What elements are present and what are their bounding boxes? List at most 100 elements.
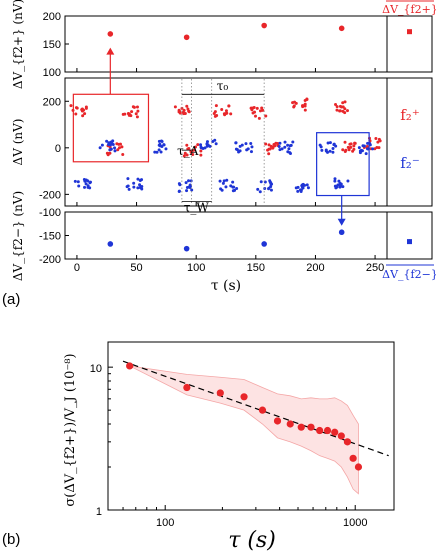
sigma-point xyxy=(258,406,267,414)
f2-minus-point xyxy=(77,184,81,188)
panel-b-xlabel: τ (s) xyxy=(228,528,276,553)
f2-plus-point xyxy=(129,114,133,118)
sigma-point xyxy=(216,389,224,397)
f2-minus-point xyxy=(258,190,262,194)
f2-plus-point xyxy=(135,115,139,119)
f2-plus-point xyxy=(257,116,261,120)
sigma-point xyxy=(297,423,305,431)
f2-minus-point xyxy=(113,146,117,150)
f2-minus-point xyxy=(113,149,117,153)
f2-plus-point xyxy=(187,110,191,114)
y-tick-label: 200 xyxy=(43,96,61,108)
y-tick-label: -200 xyxy=(39,254,61,266)
y-tick-label: 150 xyxy=(43,39,61,51)
f2-minus-point xyxy=(126,177,130,181)
f2-minus-point xyxy=(177,189,181,193)
f2-minus-point xyxy=(306,186,310,190)
f2-minus-point xyxy=(199,143,203,147)
f2-plus-point xyxy=(353,141,357,145)
f2-minus-point xyxy=(333,184,337,188)
y-tick-label: 1 xyxy=(96,506,102,518)
f2-plus-point xyxy=(177,110,181,114)
f2-minus-point xyxy=(328,149,332,153)
f2-minus-point xyxy=(86,185,90,189)
f2-minus-point xyxy=(162,143,166,147)
f2-minus-point xyxy=(76,180,80,184)
f2-plus-point xyxy=(121,153,125,157)
mid-ylabel: ΔV (nV) xyxy=(11,119,25,166)
f2-plus-point xyxy=(191,153,195,157)
f2-minus-point xyxy=(190,188,194,192)
f2-minus-point xyxy=(231,180,235,184)
avg-plus-label: ΔV_{f2+} xyxy=(382,3,436,16)
f2-minus-point xyxy=(336,183,340,187)
f2-plus-point xyxy=(375,145,379,149)
x-tick-label: 0 xyxy=(74,262,80,274)
sigma-point xyxy=(354,463,363,471)
f2-minus-point xyxy=(286,150,290,154)
f2-minus-point xyxy=(268,180,272,184)
bottom-point xyxy=(261,241,267,247)
f2-plus-point xyxy=(131,105,135,109)
f2-plus-point xyxy=(352,144,356,148)
f2-minus-point xyxy=(278,148,282,152)
top-series xyxy=(107,22,412,41)
f2-minus-point xyxy=(237,150,241,154)
f2-plus-point xyxy=(199,149,203,153)
f2-minus-point xyxy=(218,179,222,183)
f2-plus-point xyxy=(121,112,125,116)
f2-minus-point xyxy=(164,147,168,151)
f2-minus-point xyxy=(331,150,335,154)
f2-minus-point xyxy=(246,147,250,151)
f2-minus-point xyxy=(263,187,267,191)
sigma-point xyxy=(183,383,191,392)
f2-plus-point xyxy=(229,112,233,116)
f2-minus-point xyxy=(159,150,163,154)
x-tick-label: 50 xyxy=(130,262,142,274)
f2-plus-point xyxy=(267,152,271,156)
f2-minus-point xyxy=(221,181,225,185)
f2-minus-point xyxy=(331,147,335,151)
f2-minus-point xyxy=(283,140,287,144)
avg-plus-frame xyxy=(386,15,433,73)
f2-minus-point xyxy=(132,181,136,185)
f2-plus-point xyxy=(74,112,78,116)
f2-plus-point xyxy=(346,145,350,149)
f2-plus-point xyxy=(115,142,119,146)
f2-minus-point xyxy=(366,141,370,145)
f2-plus-point xyxy=(185,153,189,157)
y-tick-label: -200 xyxy=(39,189,61,201)
panel-a-xlabel: τ (s) xyxy=(211,278,241,294)
f2-plus-point xyxy=(185,143,189,147)
f2-minus-point xyxy=(107,141,111,145)
f2-plus-point xyxy=(349,145,353,149)
f2-minus-point xyxy=(283,145,287,149)
f2-minus-point xyxy=(88,181,92,185)
f2-minus-point xyxy=(231,189,235,193)
f2-plus-point xyxy=(136,109,140,113)
f2-plus-point xyxy=(267,147,271,151)
f2-plus-point xyxy=(182,154,186,158)
f2-plus-point xyxy=(220,108,224,112)
f2-minus-point xyxy=(138,183,142,187)
f2-plus-point xyxy=(340,105,344,109)
blue-arrowhead xyxy=(337,218,346,226)
f2-minus-point xyxy=(371,147,375,151)
legend-f2-plus: f₂⁺ xyxy=(400,106,419,124)
f2-minus-point xyxy=(346,179,350,183)
bottom-series xyxy=(107,229,412,252)
f2-minus-point xyxy=(110,141,114,145)
f2-plus-point xyxy=(294,101,298,105)
f2-plus-point xyxy=(227,104,231,108)
f2-plus-point xyxy=(130,110,134,114)
f2-minus-point xyxy=(84,182,88,186)
f2-minus-point xyxy=(205,140,209,144)
f2-minus-point xyxy=(83,179,87,183)
f2-plus-point xyxy=(352,147,356,151)
sigma-point xyxy=(343,438,352,446)
sigma-point xyxy=(349,454,357,462)
bottom-point xyxy=(338,229,345,236)
f2-minus-point xyxy=(278,141,282,145)
f2-plus-point xyxy=(199,153,203,157)
